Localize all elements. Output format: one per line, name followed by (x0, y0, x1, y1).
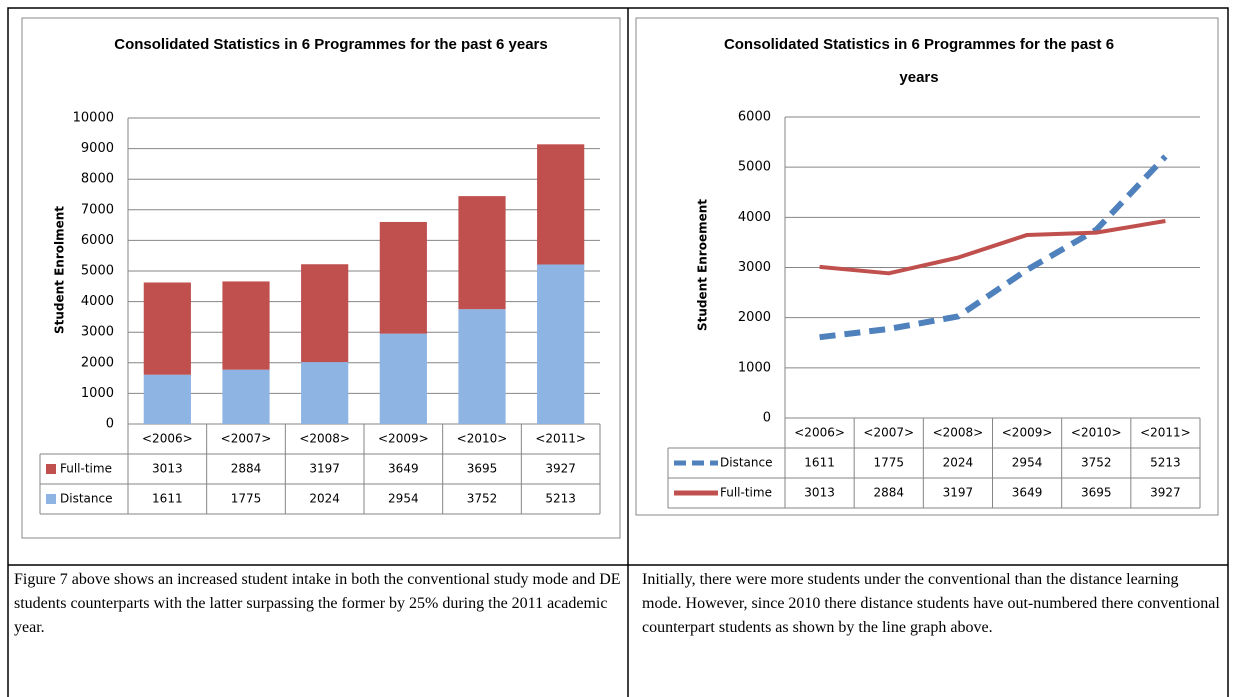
legend-label: Distance (720, 456, 772, 470)
y-tick-label: 7000 (81, 202, 114, 217)
y-tick-label: 6000 (81, 233, 114, 248)
chart-title: Consolidated Statistics in 6 Programmes … (114, 36, 548, 53)
x-tick-label: <2007> (221, 432, 272, 446)
bar (537, 144, 585, 265)
table-value: 2024 (943, 456, 974, 470)
table-value: 2954 (1012, 456, 1043, 470)
y-tick-label: 1000 (81, 386, 114, 401)
y-tick-label: 1000 (738, 360, 771, 375)
table-value: 1611 (804, 456, 835, 470)
legend-label: Full-time (60, 462, 112, 476)
table-value: 5213 (545, 492, 576, 506)
y-tick-label: 0 (763, 411, 771, 426)
table-value: 3013 (152, 462, 183, 476)
table-value: 3013 (804, 486, 835, 500)
table-value: 2954 (388, 492, 419, 506)
x-tick-label: <2011> (1140, 426, 1191, 440)
table-value: 1775 (873, 456, 904, 470)
bar (379, 221, 427, 334)
y-tick-label: 3000 (81, 325, 114, 340)
table-value: 1775 (231, 492, 262, 506)
table-value: 1611 (152, 492, 183, 506)
table-value: 3649 (388, 462, 419, 476)
bar (537, 264, 585, 424)
table-value: 3927 (545, 462, 576, 476)
bar (222, 281, 270, 370)
x-tick-label: <2007> (863, 426, 914, 440)
table-value: 2884 (873, 486, 904, 500)
y-axis-label: Student Enrolment (53, 206, 67, 334)
x-tick-label: <2008> (933, 426, 984, 440)
table-border (7, 7, 1229, 697)
y-tick-label: 5000 (738, 160, 771, 175)
table-value: 3197 (943, 486, 974, 500)
table-value: 3752 (467, 492, 498, 506)
table-value: 3927 (1150, 486, 1181, 500)
y-tick-label: 2000 (738, 310, 771, 325)
line (819, 154, 1168, 341)
chart-title: Consolidated Statistics in 6 Programmes … (723, 36, 1115, 86)
table-value: 2024 (309, 492, 340, 506)
y-tick-label: 9000 (81, 141, 114, 156)
table-value: 3695 (467, 462, 498, 476)
line (819, 219, 1166, 276)
legend-label: Full-time (720, 486, 772, 500)
legend-label: Distance (60, 492, 112, 506)
x-tick-label: <2009> (1002, 426, 1053, 440)
bar (301, 264, 349, 363)
bar (379, 333, 427, 424)
layout-table (7, 7, 1229, 697)
y-axis-label: Student Enroement (696, 199, 710, 331)
y-tick-label: 10000 (73, 111, 114, 126)
y-tick-label: 8000 (81, 172, 114, 187)
y-tick-label: 6000 (738, 110, 771, 125)
x-tick-label: <2010> (457, 432, 508, 446)
table-value: 5213 (1150, 456, 1181, 470)
bar (458, 309, 506, 424)
x-tick-label: <2008> (299, 432, 350, 446)
bar (222, 369, 270, 424)
x-tick-label: <2006> (794, 426, 845, 440)
x-tick-label: <2009> (378, 432, 429, 446)
y-tick-label: 0 (106, 417, 114, 432)
bar (143, 374, 191, 424)
y-tick-label: 2000 (81, 355, 114, 370)
table-value: 3197 (309, 462, 340, 476)
x-tick-label: <2010> (1071, 426, 1122, 440)
y-tick-label: 4000 (738, 210, 771, 225)
bar (458, 196, 506, 310)
bar (143, 282, 191, 375)
bar (301, 362, 349, 424)
legend-swatch (46, 494, 56, 504)
table-value: 3695 (1081, 486, 1112, 500)
y-tick-label: 5000 (81, 264, 114, 279)
table-value: 3752 (1081, 456, 1112, 470)
table-value: 3649 (1012, 486, 1043, 500)
caption: Figure 7 above shows an increased studen… (14, 571, 621, 636)
table-value: 2884 (231, 462, 262, 476)
x-tick-label: <2011> (535, 432, 586, 446)
y-tick-label: 4000 (81, 294, 114, 309)
caption: Initially, there were more students unde… (642, 571, 1220, 636)
y-tick-label: 3000 (738, 260, 771, 275)
x-tick-label: <2006> (142, 432, 193, 446)
legend-swatch (46, 464, 56, 474)
